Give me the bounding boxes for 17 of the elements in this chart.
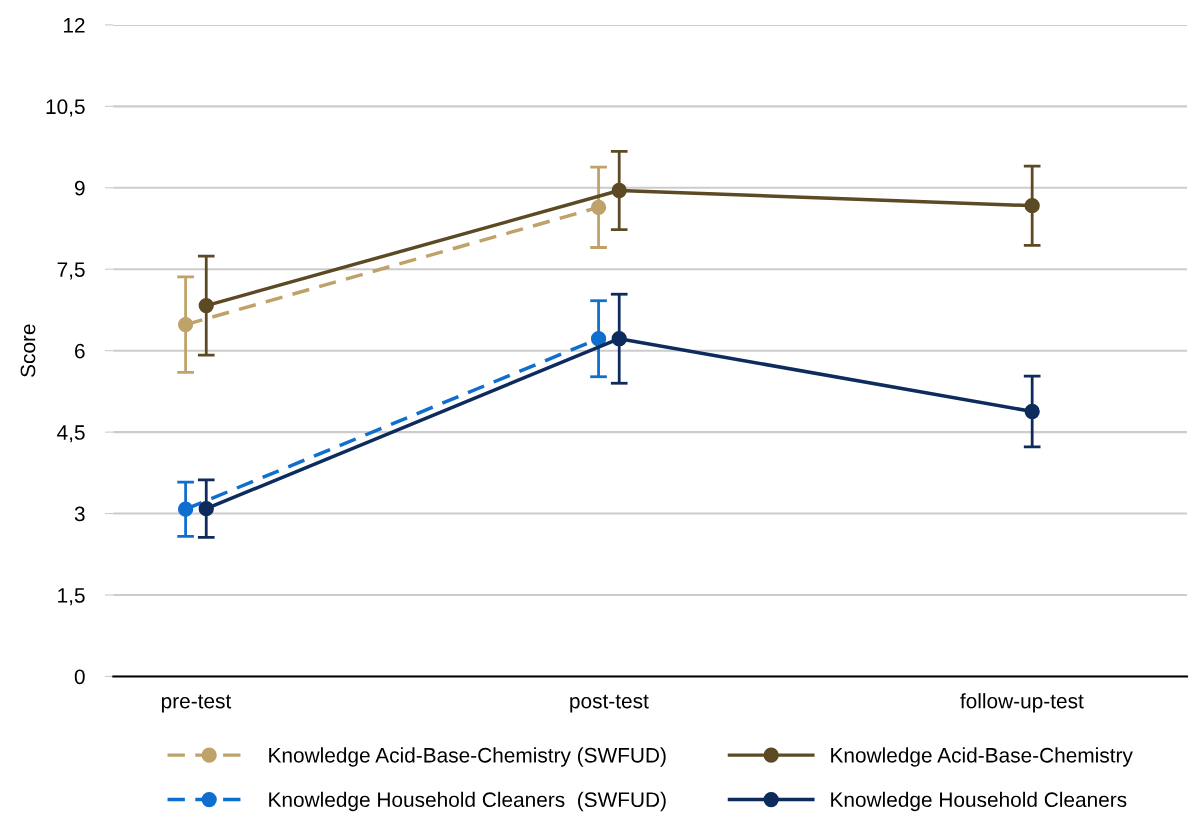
y-tick-label: 7,5 [57,262,85,280]
legend-label: Knowledge Acid-Base-Chemistry (SWFUD) [269,747,666,767]
y-tick-label: 6 [75,343,85,359]
y-tick-label: 3 [74,506,85,522]
y-tick-label: 1,5 [58,588,85,606]
y-tick-label: 4,5 [57,425,85,443]
y-tick-label: 0 [74,669,85,685]
x-tick-label: post-test [570,694,649,713]
y-tick-label: 12 [63,17,85,33]
y-tick-label: 9 [74,180,85,196]
legend-label: Knowledge Household Cleaners [831,791,1127,812]
legend-label: Knowledge Acid-Base-Chemistry [831,747,1133,767]
y-tick-label: 10,5 [46,99,85,117]
legend-label: Knowledge Household Cleaners (SWFUD) [269,791,666,812]
x-tick-label: pre-test [161,694,232,713]
x-tick-label: follow-up-test [960,693,1084,713]
y-axis-title: Score [20,324,36,377]
